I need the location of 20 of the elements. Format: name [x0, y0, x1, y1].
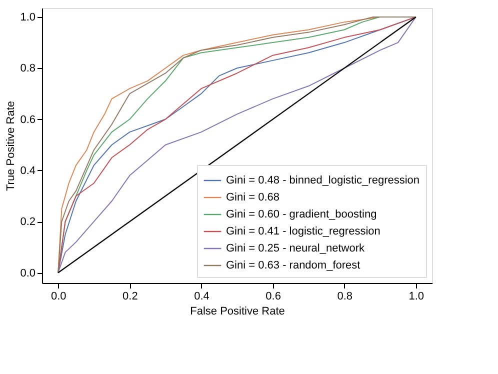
legend-label: Gini = 0.41 - logistic_regression: [226, 226, 380, 238]
y-tick-label: 0.0: [20, 267, 36, 280]
y-tick-label: 0.4: [20, 164, 36, 177]
y-tick-label: 1.0: [20, 11, 36, 24]
y-tick-label: 0.6: [20, 114, 36, 126]
y-tick-label: 0.2: [20, 216, 36, 228]
x-tick-label: 0.8: [337, 290, 352, 302]
y-axis-title: True Positive Rate: [5, 100, 18, 192]
x-tick-label: 1.0: [408, 290, 424, 302]
x-axis-title: False Positive Rate: [190, 306, 285, 318]
y-tick-label: 0.8: [20, 62, 36, 75]
x-tick-label: 0.6: [266, 290, 281, 302]
legend-label: Gini = 0.68: [226, 192, 280, 204]
x-tick-label: 0.2: [122, 290, 138, 302]
legend-label: Gini = 0.63 - random_forest: [226, 260, 360, 272]
x-tick-label: 0.4: [194, 290, 210, 302]
x-tick-label: 0.0: [50, 290, 66, 302]
legend-label: Gini = 0.60 - gradient_boosting: [226, 208, 377, 220]
legend-label: Gini = 0.25 - neural_network: [226, 242, 365, 254]
legend-label: Gini = 0.48 - binned_logistic_regression: [226, 174, 420, 186]
